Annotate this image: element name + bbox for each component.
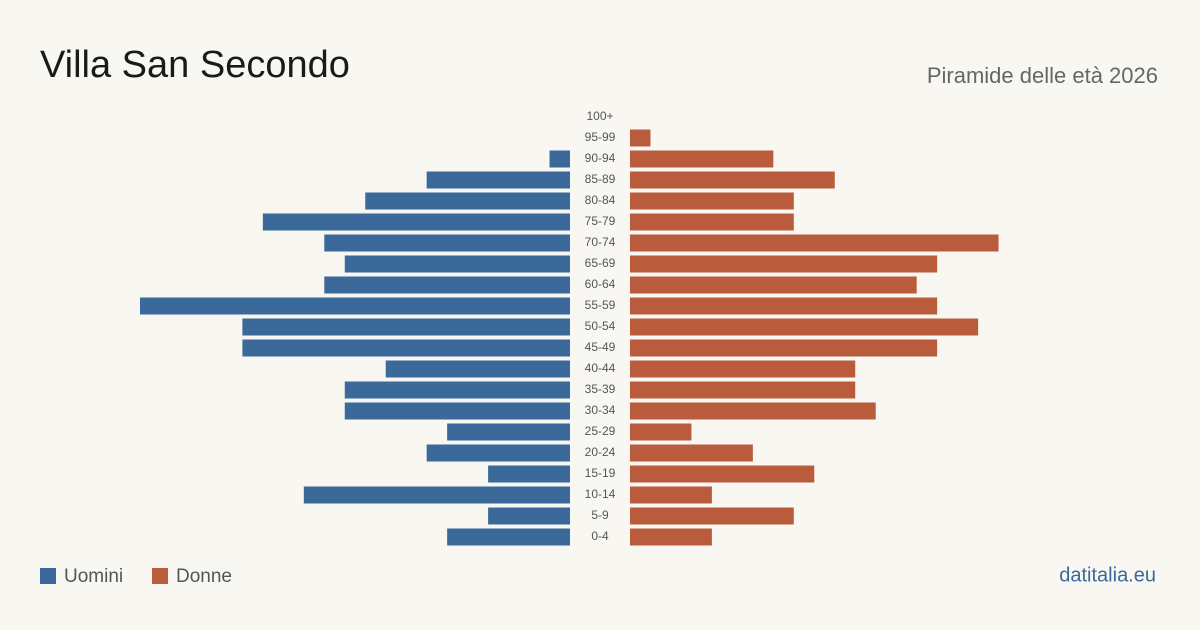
bar-men [344,255,570,273]
bar-women [630,171,835,189]
chart-title: Villa San Secondo [40,44,350,86]
bar-women [630,318,979,336]
age-label: 45-49 [585,340,616,354]
age-label: 40-44 [585,361,616,375]
age-label: 80-84 [585,193,616,207]
bar-men [303,486,570,504]
bar-women [630,528,712,546]
bar-women [630,423,692,441]
age-label: 60-64 [585,277,616,291]
bar-men [447,423,570,441]
age-label: 30-34 [585,403,616,417]
age-label: 15-19 [585,466,616,480]
bar-men [242,318,570,336]
age-label: 95-99 [585,130,616,144]
bar-women [630,381,856,399]
bar-women [630,129,651,147]
bar-women [630,507,794,525]
bar-men [488,507,570,525]
age-label: 0-4 [591,529,609,543]
legend-swatch [40,568,56,584]
age-label: 20-24 [585,445,616,459]
age-label: 85-89 [585,172,616,186]
age-label: 35-39 [585,382,616,396]
bar-men [426,444,570,462]
bar-men [140,297,570,315]
bar-women [630,255,938,273]
age-label: 75-79 [585,214,616,228]
legend-swatch [152,568,168,584]
legend-label: Uomini [64,566,123,587]
bar-men [324,276,570,294]
bar-men [426,171,570,189]
bar-men [365,192,570,210]
age-label: 100+ [586,109,613,123]
bar-men [242,339,570,357]
bar-women [630,276,917,294]
bar-women [630,213,794,231]
source: datitalia.eu [1059,564,1156,586]
bar-women [630,234,999,252]
age-label: 55-59 [585,298,616,312]
bar-men [344,402,570,420]
bar-women [630,192,794,210]
age-label: 50-54 [585,319,616,333]
bar-men [344,381,570,399]
age-label: 10-14 [585,487,616,501]
bar-women [630,360,856,378]
age-label: 5-9 [591,508,609,522]
bar-men [385,360,570,378]
bar-women [630,297,938,315]
chart-subtitle: Piramide delle età 2026 [927,63,1158,88]
bar-women [630,486,712,504]
bar-men [447,528,570,546]
bar-women [630,402,876,420]
bar-women [630,339,938,357]
bar-women [630,444,753,462]
bar-men [488,465,570,483]
bar-men [324,234,570,252]
bar-men [262,213,570,231]
bar-women [630,465,815,483]
age-label: 25-29 [585,424,616,438]
age-label: 70-74 [585,235,616,249]
bar-men [549,150,570,168]
legend-label: Donne [176,566,232,587]
bar-women [630,150,774,168]
age-label: 90-94 [585,151,616,165]
age-label: 65-69 [585,256,616,270]
